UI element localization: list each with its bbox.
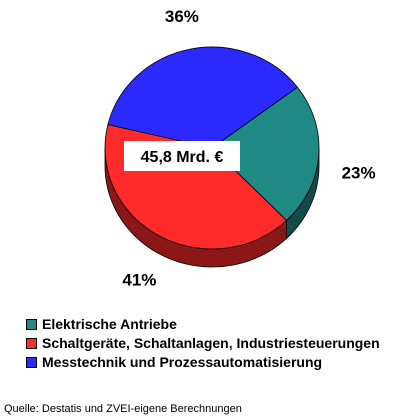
pie-chart: 23% 41% 36% 45,8 Mrd. € (104, 7, 376, 289)
source-note: Quelle: Destatis und ZVEI-eigene Berechn… (4, 403, 242, 415)
pie-slice (211, 86, 320, 221)
legend-item: Messtechnik und Prozessautomatisierung (26, 353, 380, 372)
pie-slice (107, 46, 299, 149)
legend-swatch (26, 338, 37, 349)
legend-item: Schaltgeräte, Schaltanlagen, Industriest… (26, 334, 380, 353)
pie-value-label: 36% (165, 7, 199, 26)
center-label-box: 45,8 Mrd. € (124, 141, 240, 171)
legend-swatch (26, 357, 37, 368)
pie-value-label: 41% (122, 270, 156, 289)
pie-labels: 23% 41% 36% (122, 7, 376, 289)
legend-swatch (26, 319, 37, 330)
center-label: 45,8 Mrd. € (141, 149, 224, 166)
legend: Elektrische Antriebe Schaltgeräte, Schal… (26, 315, 380, 372)
legend-label: Schaltgeräte, Schaltanlagen, Industriest… (42, 335, 380, 351)
pie-value-label: 23% (342, 163, 376, 182)
legend-item: Elektrische Antriebe (26, 315, 380, 334)
legend-label: Elektrische Antriebe (42, 316, 177, 332)
legend-label: Messtechnik und Prozessautomatisierung (42, 354, 323, 370)
